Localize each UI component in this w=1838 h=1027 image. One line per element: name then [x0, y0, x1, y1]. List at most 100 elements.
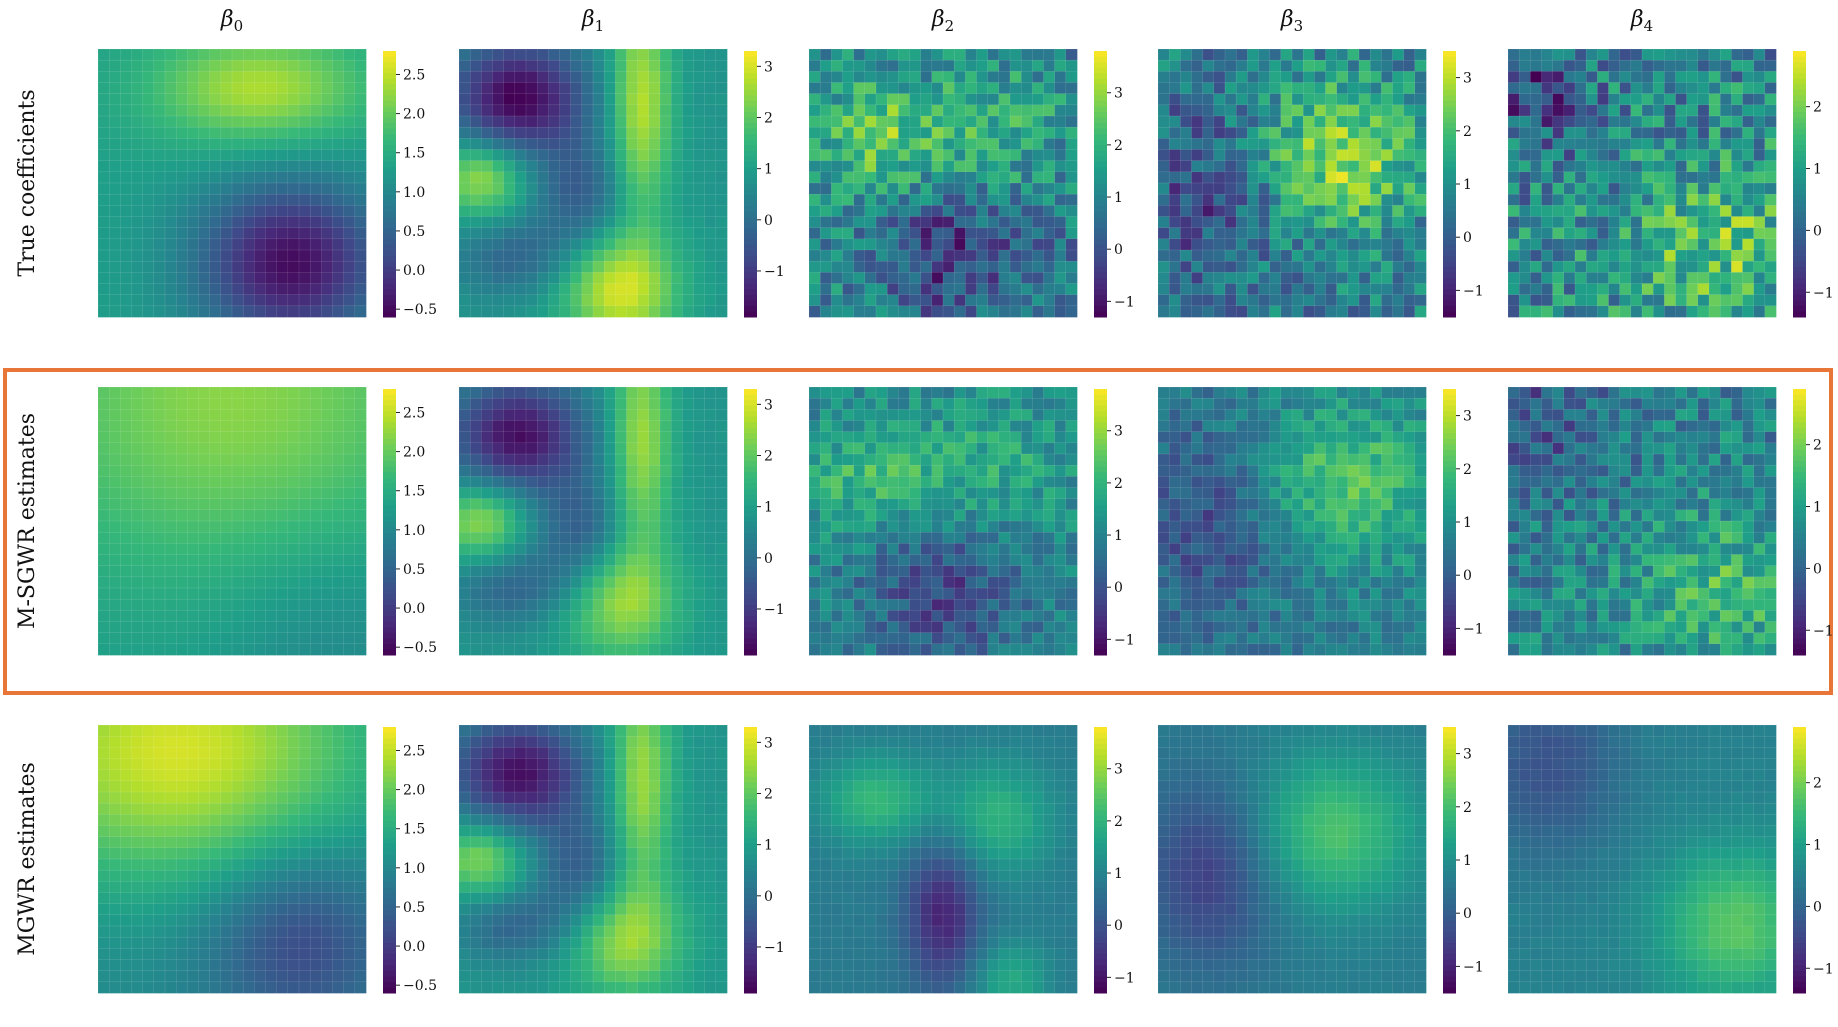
map-cell [321, 104, 334, 117]
map-cell [920, 216, 933, 229]
map-cell [164, 272, 177, 285]
map-cell [1269, 71, 1282, 84]
map-cell [231, 453, 244, 466]
map-cell [1358, 260, 1371, 273]
map-cell [469, 598, 482, 611]
map-cell [1280, 193, 1293, 206]
map-cell [1054, 71, 1067, 84]
map-cell [175, 431, 188, 444]
map-cell [97, 82, 110, 95]
map-cell [886, 305, 899, 318]
map-cell [1381, 205, 1394, 218]
map-cell [1652, 71, 1665, 84]
map-cell [1325, 48, 1338, 61]
map-cell [1764, 59, 1777, 72]
map-cell [1247, 260, 1260, 273]
map-cell [536, 126, 549, 139]
map-cell [1235, 227, 1248, 240]
map-cell [1664, 182, 1677, 195]
map-cell [898, 205, 911, 218]
colorbar-segment [383, 239, 396, 246]
map-cell [965, 115, 978, 128]
map-cell [715, 487, 728, 500]
map-cell [581, 238, 594, 251]
map-cell [514, 587, 527, 600]
map-cell [808, 431, 821, 444]
map-cell [187, 193, 200, 206]
map-cell [343, 621, 356, 634]
map-cell [1043, 453, 1056, 466]
map-cell [842, 464, 855, 477]
map-cell [808, 453, 821, 466]
map-cell [931, 238, 944, 251]
map-cell [1032, 283, 1045, 296]
map-cell [343, 160, 356, 173]
map-cell [1552, 48, 1565, 61]
map-cell [808, 305, 821, 318]
colorbar-segment [383, 100, 396, 107]
map-cell [220, 464, 233, 477]
map-cell [481, 205, 494, 218]
map-cell [120, 205, 133, 218]
map-cell [942, 115, 955, 128]
map-cell [1392, 305, 1405, 318]
map-cell [175, 294, 188, 307]
map-cell [1619, 272, 1632, 285]
map-cell [953, 283, 966, 296]
map-cell [458, 397, 471, 410]
map-cell [842, 554, 855, 567]
map-cell [492, 543, 505, 556]
map-cell [332, 294, 345, 307]
map-cell [942, 59, 955, 72]
map-cell [953, 397, 966, 410]
map-cell [1697, 272, 1710, 285]
map-cell [998, 442, 1011, 455]
map-cell [1065, 82, 1078, 95]
map-cell [343, 126, 356, 139]
map-cell [648, 531, 661, 544]
colorbar-segment [1443, 222, 1456, 229]
map-cell [1403, 227, 1416, 240]
map-cell [808, 442, 821, 455]
map-cell [1258, 216, 1271, 229]
map-cell [548, 272, 561, 285]
map-cell [164, 397, 177, 410]
map-cell [469, 104, 482, 117]
map-cell [942, 632, 955, 645]
map-cell [659, 554, 672, 567]
map-cell [920, 48, 933, 61]
map-cell [864, 520, 877, 533]
map-cell [536, 409, 549, 422]
map-cell [469, 182, 482, 195]
map-cell [131, 82, 144, 95]
map-cell [1314, 283, 1327, 296]
map-cell [153, 104, 166, 117]
map-cell [354, 104, 367, 117]
map-cell [615, 386, 628, 399]
map-cell [1291, 305, 1304, 318]
map-cell [343, 272, 356, 285]
map-cell [209, 294, 222, 307]
map-cell [942, 397, 955, 410]
map-cell [1247, 93, 1260, 106]
map-cell [581, 249, 594, 262]
colorbar-tick-label: 2 [764, 111, 773, 127]
map-cell [220, 498, 233, 511]
map-cell [704, 104, 717, 117]
map-cell [254, 610, 267, 623]
map-cell [276, 442, 289, 455]
map-cell [1020, 294, 1033, 307]
map-cell [626, 531, 639, 544]
map-cell [108, 48, 121, 61]
map-cell [131, 487, 144, 500]
map-cell [1358, 216, 1371, 229]
map-cell [559, 48, 572, 61]
map-cell [164, 216, 177, 229]
colorbar-segment [744, 638, 757, 645]
map-cell [1552, 238, 1565, 251]
map-cell [458, 272, 471, 285]
map-cell [1247, 82, 1260, 95]
map-cell [920, 498, 933, 511]
map-cell [581, 227, 594, 240]
map-cell [615, 48, 628, 61]
